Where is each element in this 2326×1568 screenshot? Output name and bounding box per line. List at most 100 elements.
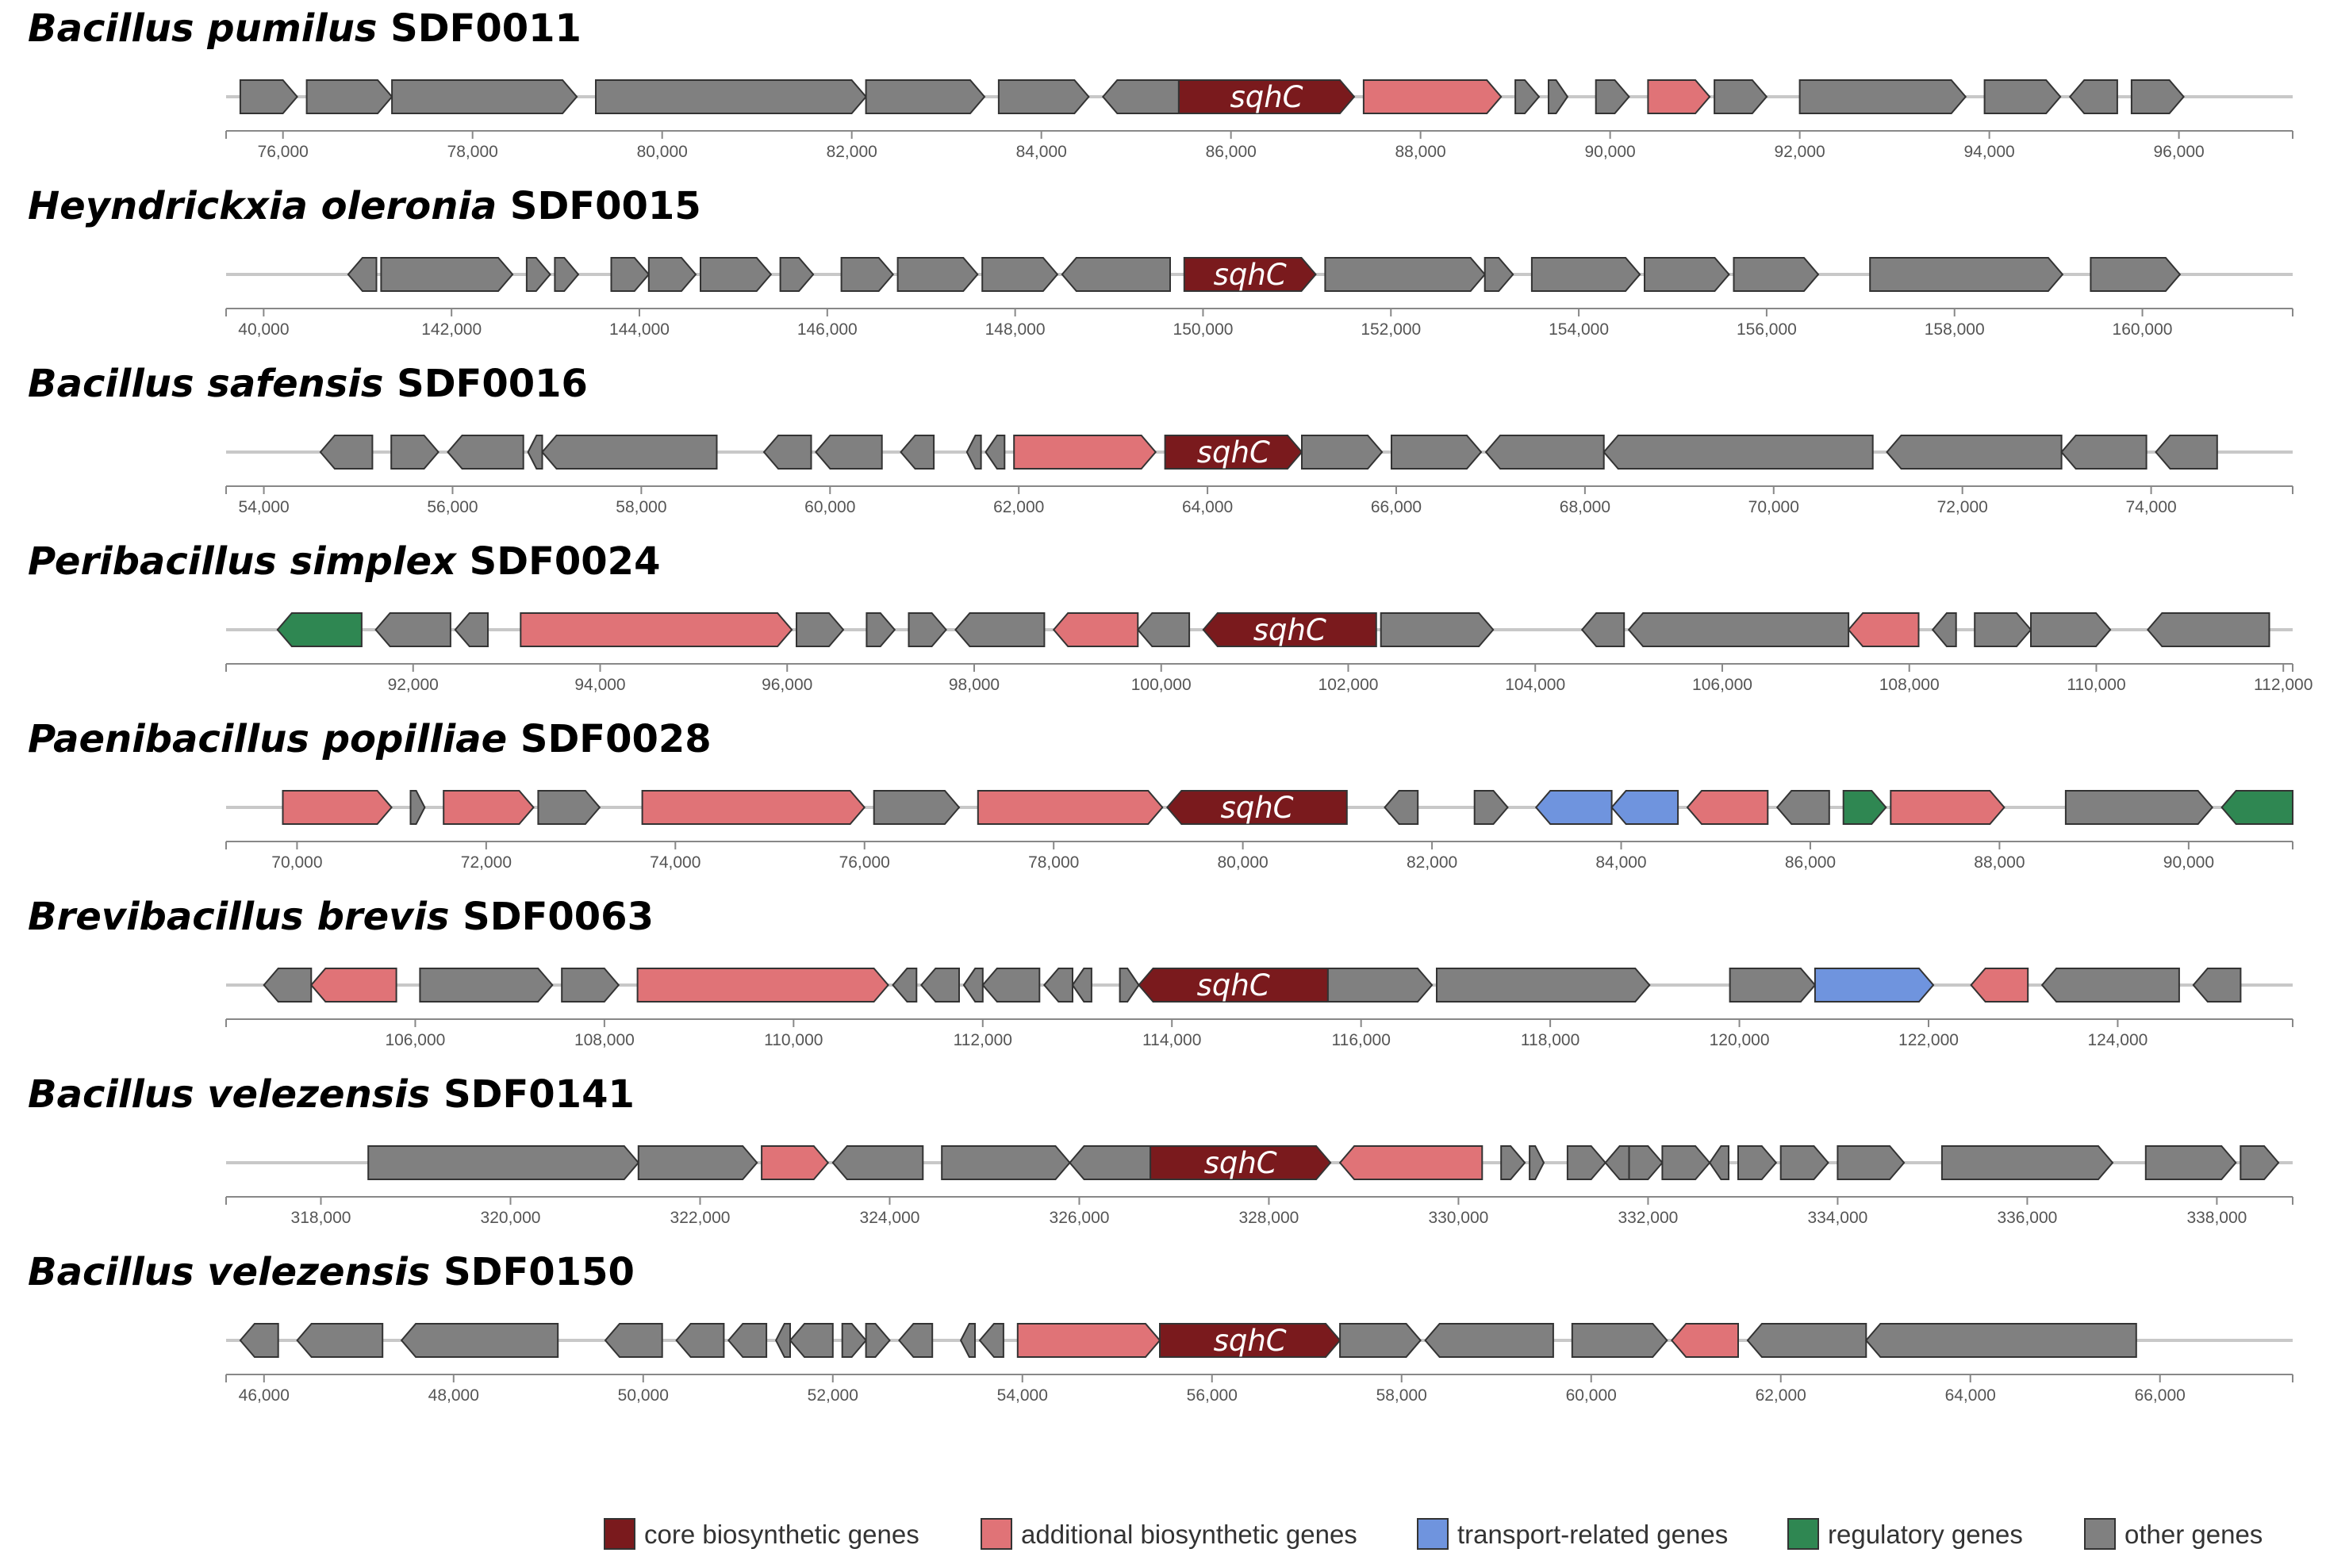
gene-other-arrow[interactable] bbox=[1940, 1145, 2114, 1180]
gene-regulatory-arrow[interactable] bbox=[276, 612, 363, 647]
gene-sqhC-arrow[interactable] bbox=[1164, 435, 1303, 470]
gene-other-arrow[interactable] bbox=[1779, 1145, 1829, 1180]
gene-other-arrow[interactable] bbox=[1069, 1145, 1152, 1180]
gene-additional-arrow[interactable] bbox=[1647, 79, 1711, 114]
gene-other-arrow[interactable] bbox=[1101, 79, 1180, 114]
gene-other-arrow[interactable] bbox=[1729, 968, 1817, 1003]
gene-other-arrow[interactable] bbox=[1602, 435, 1874, 470]
gene-other-arrow[interactable] bbox=[305, 79, 393, 114]
gene-additional-arrow[interactable] bbox=[1013, 435, 1157, 470]
gene-other-arrow[interactable] bbox=[1974, 612, 2032, 647]
gene-other-arrow[interactable] bbox=[1061, 257, 1171, 292]
gene-other-arrow[interactable] bbox=[595, 79, 867, 114]
gene-other-arrow[interactable] bbox=[1042, 968, 1073, 1003]
gene-other-arrow[interactable] bbox=[1733, 257, 1820, 292]
gene-additional-arrow[interactable] bbox=[309, 968, 397, 1003]
gene-other-arrow[interactable] bbox=[959, 1323, 976, 1358]
gene-other-arrow[interactable] bbox=[374, 612, 451, 647]
gene-additional-arrow[interactable] bbox=[1052, 612, 1139, 647]
gene-additional-arrow[interactable] bbox=[1338, 1145, 1483, 1180]
gene-additional-arrow[interactable] bbox=[1016, 1323, 1161, 1358]
gene-other-arrow[interactable] bbox=[1324, 257, 1487, 292]
gene-other-arrow[interactable] bbox=[727, 1323, 768, 1358]
gene-other-arrow[interactable] bbox=[2130, 79, 2185, 114]
gene-other-arrow[interactable] bbox=[865, 1323, 891, 1358]
gene-other-arrow[interactable] bbox=[1484, 435, 1605, 470]
gene-other-arrow[interactable] bbox=[1627, 612, 1850, 647]
gene-other-arrow[interactable] bbox=[561, 968, 620, 1003]
gene-other-arrow[interactable] bbox=[554, 257, 580, 292]
gene-other-arrow[interactable] bbox=[981, 257, 1059, 292]
gene-other-arrow[interactable] bbox=[762, 435, 812, 470]
gene-other-arrow[interactable] bbox=[1983, 79, 2062, 114]
gene-additional-arrow[interactable] bbox=[1362, 79, 1503, 114]
gene-other-arrow[interactable] bbox=[390, 435, 439, 470]
gene-other-arrow[interactable] bbox=[1514, 79, 1541, 114]
gene-other-arrow[interactable] bbox=[981, 968, 1041, 1003]
gene-other-arrow[interactable] bbox=[898, 1323, 934, 1358]
gene-other-arrow[interactable] bbox=[841, 1323, 867, 1358]
gene-other-arrow[interactable] bbox=[1864, 1323, 2137, 1358]
gene-other-arrow[interactable] bbox=[239, 1323, 279, 1358]
gene-other-arrow[interactable] bbox=[2068, 79, 2118, 114]
gene-other-arrow[interactable] bbox=[700, 257, 773, 292]
gene-other-arrow[interactable] bbox=[1604, 1145, 1630, 1180]
gene-other-arrow[interactable] bbox=[840, 257, 895, 292]
gene-other-arrow[interactable] bbox=[978, 1323, 1004, 1358]
gene-other-arrow[interactable] bbox=[1301, 435, 1384, 470]
gene-other-arrow[interactable] bbox=[774, 1323, 791, 1358]
gene-other-arrow[interactable] bbox=[1119, 968, 1140, 1003]
gene-other-arrow[interactable] bbox=[400, 1323, 559, 1358]
gene-other-arrow[interactable] bbox=[2192, 968, 2242, 1003]
gene-other-arrow[interactable] bbox=[1566, 1145, 1607, 1180]
gene-other-arrow[interactable] bbox=[796, 612, 845, 647]
gene-additional-arrow[interactable] bbox=[443, 790, 535, 825]
gene-other-arrow[interactable] bbox=[866, 612, 896, 647]
gene-other-arrow[interactable] bbox=[525, 257, 551, 292]
gene-sqhC-arrow[interactable] bbox=[1150, 1145, 1332, 1180]
gene-other-arrow[interactable] bbox=[1580, 612, 1626, 647]
gene-other-arrow[interactable] bbox=[1644, 257, 1730, 292]
gene-other-arrow[interactable] bbox=[319, 435, 374, 470]
gene-other-arrow[interactable] bbox=[527, 435, 543, 470]
gene-other-arrow[interactable] bbox=[541, 435, 718, 470]
gene-other-arrow[interactable] bbox=[391, 79, 578, 114]
gene-sqhC-arrow[interactable] bbox=[1183, 257, 1317, 292]
gene-other-arrow[interactable] bbox=[1071, 968, 1092, 1003]
gene-other-arrow[interactable] bbox=[1326, 968, 1434, 1003]
gene-additional-arrow[interactable] bbox=[1970, 968, 2029, 1003]
gene-other-arrow[interactable] bbox=[2040, 968, 2180, 1003]
gene-other-arrow[interactable] bbox=[1775, 790, 1830, 825]
gene-additional-arrow[interactable] bbox=[1847, 612, 1920, 647]
gene-other-arrow[interactable] bbox=[675, 1323, 725, 1358]
gene-other-arrow[interactable] bbox=[1483, 257, 1514, 292]
gene-additional-arrow[interactable] bbox=[1686, 790, 1769, 825]
gene-additional-arrow[interactable] bbox=[520, 612, 793, 647]
gene-additional-arrow[interactable] bbox=[761, 1145, 830, 1180]
gene-other-arrow[interactable] bbox=[454, 612, 489, 647]
gene-other-arrow[interactable] bbox=[447, 435, 524, 470]
gene-other-arrow[interactable] bbox=[873, 790, 961, 825]
gene-other-arrow[interactable] bbox=[537, 790, 601, 825]
gene-other-arrow[interactable] bbox=[789, 1323, 834, 1358]
gene-additional-arrow[interactable] bbox=[1670, 1323, 1739, 1358]
gene-other-arrow[interactable] bbox=[409, 790, 426, 825]
gene-other-arrow[interactable] bbox=[2060, 435, 2148, 470]
gene-other-arrow[interactable] bbox=[941, 1145, 1071, 1180]
gene-other-arrow[interactable] bbox=[1548, 79, 1569, 114]
gene-other-arrow[interactable] bbox=[647, 257, 697, 292]
gene-additional-arrow[interactable] bbox=[282, 790, 393, 825]
gene-other-arrow[interactable] bbox=[1714, 79, 1768, 114]
gene-other-arrow[interactable] bbox=[419, 968, 554, 1003]
gene-other-arrow[interactable] bbox=[892, 968, 918, 1003]
gene-other-arrow[interactable] bbox=[1571, 1323, 1668, 1358]
gene-other-arrow[interactable] bbox=[380, 257, 514, 292]
gene-other-arrow[interactable] bbox=[2030, 612, 2112, 647]
gene-other-arrow[interactable] bbox=[815, 435, 883, 470]
gene-other-arrow[interactable] bbox=[1500, 1145, 1526, 1180]
gene-sqhC-arrow[interactable] bbox=[1165, 790, 1348, 825]
gene-other-arrow[interactable] bbox=[1869, 257, 2064, 292]
gene-other-arrow[interactable] bbox=[896, 257, 979, 292]
gene-additional-arrow[interactable] bbox=[641, 790, 866, 825]
gene-other-arrow[interactable] bbox=[779, 257, 815, 292]
